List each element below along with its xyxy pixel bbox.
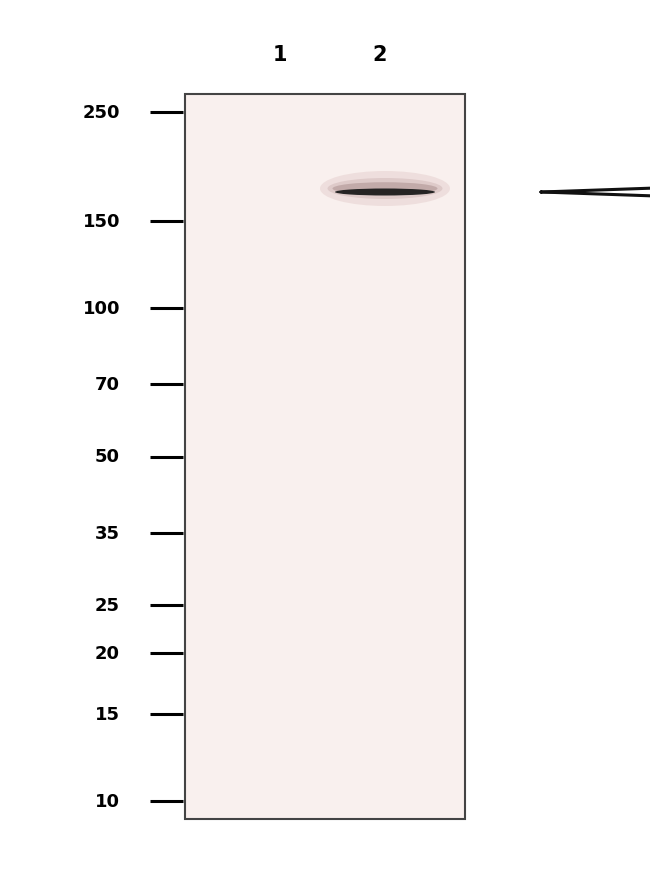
Bar xyxy=(185,95,465,819)
Text: 1: 1 xyxy=(273,45,287,65)
Text: 10: 10 xyxy=(95,792,120,810)
Ellipse shape xyxy=(320,172,450,207)
Text: 2: 2 xyxy=(372,45,387,65)
Text: 20: 20 xyxy=(95,644,120,662)
Text: 25: 25 xyxy=(95,596,120,614)
Text: 100: 100 xyxy=(83,300,120,318)
Text: 150: 150 xyxy=(83,213,120,231)
Text: 50: 50 xyxy=(95,448,120,466)
Text: 250: 250 xyxy=(83,104,120,122)
Text: 15: 15 xyxy=(95,706,120,723)
Ellipse shape xyxy=(333,183,437,196)
Ellipse shape xyxy=(328,179,443,200)
Text: 35: 35 xyxy=(95,524,120,542)
Text: 70: 70 xyxy=(95,376,120,394)
Ellipse shape xyxy=(335,189,435,196)
